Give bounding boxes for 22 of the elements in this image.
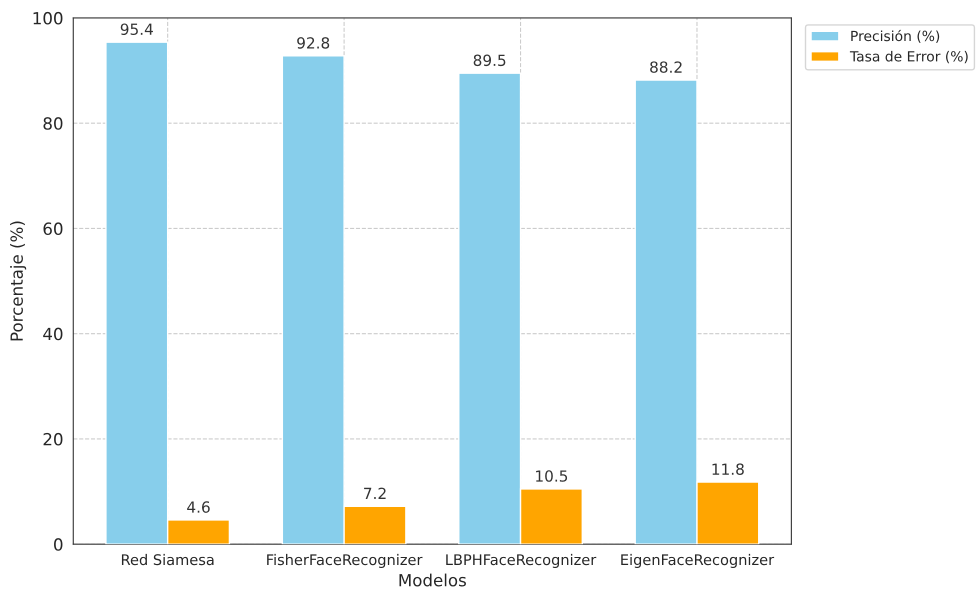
legend-label: Tasa de Error (%) (850, 50, 968, 64)
data-label: 7.2 (364, 488, 386, 499)
data-label: 88.2 (650, 61, 682, 73)
x-tick-label: EigenFaceRecognizer (621, 554, 774, 568)
data-label: 4.6 (187, 501, 210, 513)
y-tick-label: 80 (43, 117, 62, 130)
y-tick-label: 100 (34, 12, 62, 25)
data-label: 92.8 (297, 37, 330, 49)
y-tick-label: 60 (44, 222, 62, 236)
data-label: 10.5 (536, 470, 568, 482)
legend-label: Precisión (%) (851, 30, 940, 43)
x-tick-label: Red Siamesa (122, 554, 214, 566)
data-label: 89.5 (474, 54, 506, 66)
y-tick-label: 20 (44, 432, 62, 446)
x-tick-label: LBPHFaceRecognizer (446, 554, 596, 568)
x-tick-label: FisherFaceRecognizer (267, 554, 422, 568)
x-axis-title: Modelos (399, 574, 466, 586)
y-tick-label: 0 (54, 538, 62, 551)
data-label: 11.8 (712, 463, 744, 475)
y-tick-label: 40 (43, 328, 62, 340)
data-label: 95.4 (120, 23, 153, 36)
y-axis-title: Porcentaje (%) (10, 222, 26, 340)
